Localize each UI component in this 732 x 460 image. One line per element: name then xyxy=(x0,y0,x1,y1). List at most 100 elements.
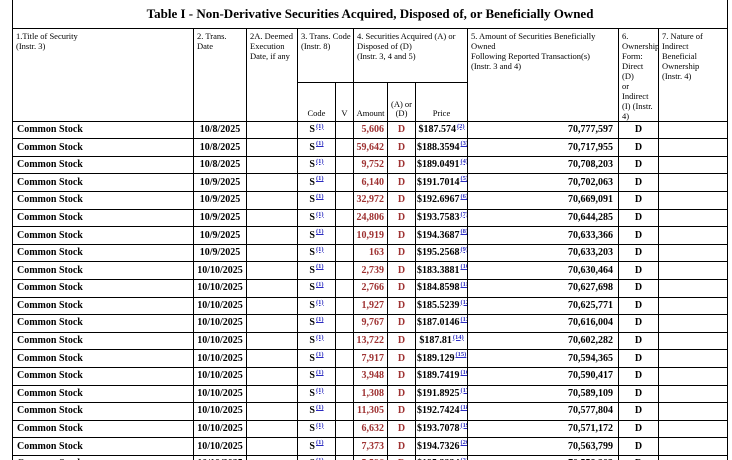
trans-code-cell-text: S xyxy=(309,229,315,241)
footnote-link[interactable]: (1) xyxy=(315,122,324,130)
trans-code-cell-text: S xyxy=(309,159,315,171)
deemed-execution-date-cell xyxy=(246,208,298,228)
deemed-execution-date-cell xyxy=(246,120,298,140)
security-title-cell: Common Stock xyxy=(12,191,194,210)
acquired-disposed-cell-text: D xyxy=(397,370,406,382)
footnote-link[interactable]: (9) xyxy=(460,245,468,253)
footnote-link[interactable]: (1) xyxy=(315,368,324,376)
footnote-link[interactable]: (2) xyxy=(456,122,465,130)
trans-code-cell: S(1) xyxy=(297,454,336,460)
v-cell xyxy=(335,278,354,298)
owned-following-cell-text: 70,616,004 xyxy=(568,317,613,329)
footnote-link[interactable]: (1) xyxy=(315,404,324,412)
footnote-link[interactable]: (17) xyxy=(460,386,467,394)
amount-cell: 3,948 xyxy=(353,366,388,386)
footnote-link[interactable]: (11) xyxy=(460,280,467,288)
trans-date-cell-text: 10/10/2025 xyxy=(197,370,243,382)
security-title-cell: Common Stock xyxy=(12,173,194,193)
owned-following-cell: 70,630,464 xyxy=(467,261,619,280)
trans-code-cell: S(1) xyxy=(297,349,336,368)
footnote-link[interactable]: (1) xyxy=(315,333,324,341)
footnote-link[interactable]: (1) xyxy=(315,351,324,359)
footnote-link[interactable]: (21) xyxy=(461,457,467,460)
footnote-link[interactable]: (20) xyxy=(460,439,467,447)
footnote-link[interactable]: (4) xyxy=(460,157,468,165)
trans-code-cell-text: S xyxy=(309,194,315,206)
table-row: Common Stock 10/10/2025 S(1) 2,766 D $184.859… xyxy=(12,278,729,298)
price-cell-text: $191.7014 xyxy=(417,176,460,188)
footnote-link[interactable]: (8) xyxy=(460,228,468,236)
footnote-link[interactable]: (1) xyxy=(315,228,324,236)
footnote-link[interactable]: (14) xyxy=(452,333,464,341)
table-row: Common Stock 10/9/2025 S(1) 24,806 D $193.758… xyxy=(12,208,729,228)
acquired-disposed-cell-text: D xyxy=(397,123,406,135)
footnote-link[interactable]: (1) xyxy=(315,421,324,429)
footnote-link[interactable]: (19) xyxy=(460,421,467,429)
trans-code-cell-text: S xyxy=(309,211,315,223)
trans-code-cell: S(1) xyxy=(297,173,336,193)
trans-code-cell: S(1) xyxy=(297,314,336,333)
amount-cell-text: 13,722 xyxy=(356,335,385,347)
owned-following-cell: 70,627,698 xyxy=(467,278,619,298)
v-cell xyxy=(335,138,354,157)
footnote-link[interactable]: (1) xyxy=(315,157,324,165)
trans-date-cell-text: 10/10/2025 xyxy=(197,440,243,452)
owned-following-cell: 70,590,417 xyxy=(467,366,619,386)
trans-date-cell-text: 10/8/2025 xyxy=(199,123,241,135)
owned-following-cell: 70,633,366 xyxy=(467,226,619,245)
trans-code-cell: S(1) xyxy=(297,331,336,351)
footnote-link[interactable]: (1) xyxy=(316,457,324,460)
footnote-link[interactable]: (1) xyxy=(315,439,324,447)
ownership-form-cell: D xyxy=(618,314,659,333)
footnote-link[interactable]: (1) xyxy=(315,298,324,306)
footnote-link[interactable]: (1) xyxy=(315,175,324,183)
footnote-link[interactable]: (12) xyxy=(460,298,467,306)
footnote-link[interactable]: (1) xyxy=(315,192,324,200)
amount-cell: 7,373 xyxy=(353,437,388,456)
footnote-link[interactable]: (5) xyxy=(460,175,468,183)
acquired-disposed-cell-text: D xyxy=(397,247,406,259)
security-title-cell: Common Stock xyxy=(12,243,194,263)
ownership-form-cell: D xyxy=(618,243,659,263)
amount-cell-text: 5,596 xyxy=(362,458,385,460)
footnote-link[interactable]: (6) xyxy=(460,192,468,200)
nature-indirect-cell xyxy=(657,402,729,421)
footnote-link[interactable]: (1) xyxy=(315,280,324,288)
acquired-disposed-cell: D xyxy=(387,226,416,245)
footnote-link[interactable]: (1) xyxy=(315,263,324,271)
deemed-execution-date-cell xyxy=(246,314,298,333)
footnote-link[interactable]: (1) xyxy=(315,245,324,253)
footnote-link[interactable]: (16) xyxy=(460,368,467,376)
trans-date-cell: 10/10/2025 xyxy=(193,261,247,280)
v-cell xyxy=(335,208,354,228)
footnote-link[interactable]: (15) xyxy=(455,351,467,359)
security-title-cell: Common Stock xyxy=(12,226,194,245)
footnote-link[interactable]: (1) xyxy=(315,386,324,394)
ownership-form-cell: D xyxy=(618,226,659,245)
table-title: Table I - Non-Derivative Securities Acqu… xyxy=(11,0,729,29)
trans-date-cell-text: 10/10/2025 xyxy=(197,352,243,364)
ownership-form-cell-text: D xyxy=(634,176,643,188)
ownership-form-cell-text: D xyxy=(634,282,643,294)
nature-indirect-cell xyxy=(657,120,729,140)
footnote-link[interactable]: (3) xyxy=(460,140,468,148)
trans-code-cell-text: S xyxy=(309,247,315,259)
price-cell: $192.7424(18) xyxy=(415,402,468,421)
owned-following-cell-text: 70,630,464 xyxy=(568,264,613,276)
price-cell-text: $195.3234 xyxy=(417,458,460,460)
footnote-link[interactable]: (13) xyxy=(460,316,467,324)
acquired-disposed-cell: D xyxy=(387,138,416,157)
footnote-link[interactable]: (1) xyxy=(315,210,324,218)
amount-cell-text: 59,642 xyxy=(356,141,385,153)
amount-cell-text: 7,917 xyxy=(361,352,385,364)
security-title-cell: Common Stock xyxy=(12,314,194,333)
amount-cell-text: 11,305 xyxy=(357,405,384,417)
amount-cell: 5,606 xyxy=(353,120,388,140)
acquired-disposed-cell: D xyxy=(387,155,416,175)
footnote-link[interactable]: (1) xyxy=(315,316,324,324)
ownership-form-cell-text: D xyxy=(634,370,643,382)
footnote-link[interactable]: (10) xyxy=(460,263,467,271)
footnote-link[interactable]: (1) xyxy=(315,140,324,148)
footnote-link[interactable]: (18) xyxy=(460,404,467,412)
footnote-link[interactable]: (7) xyxy=(460,210,468,218)
